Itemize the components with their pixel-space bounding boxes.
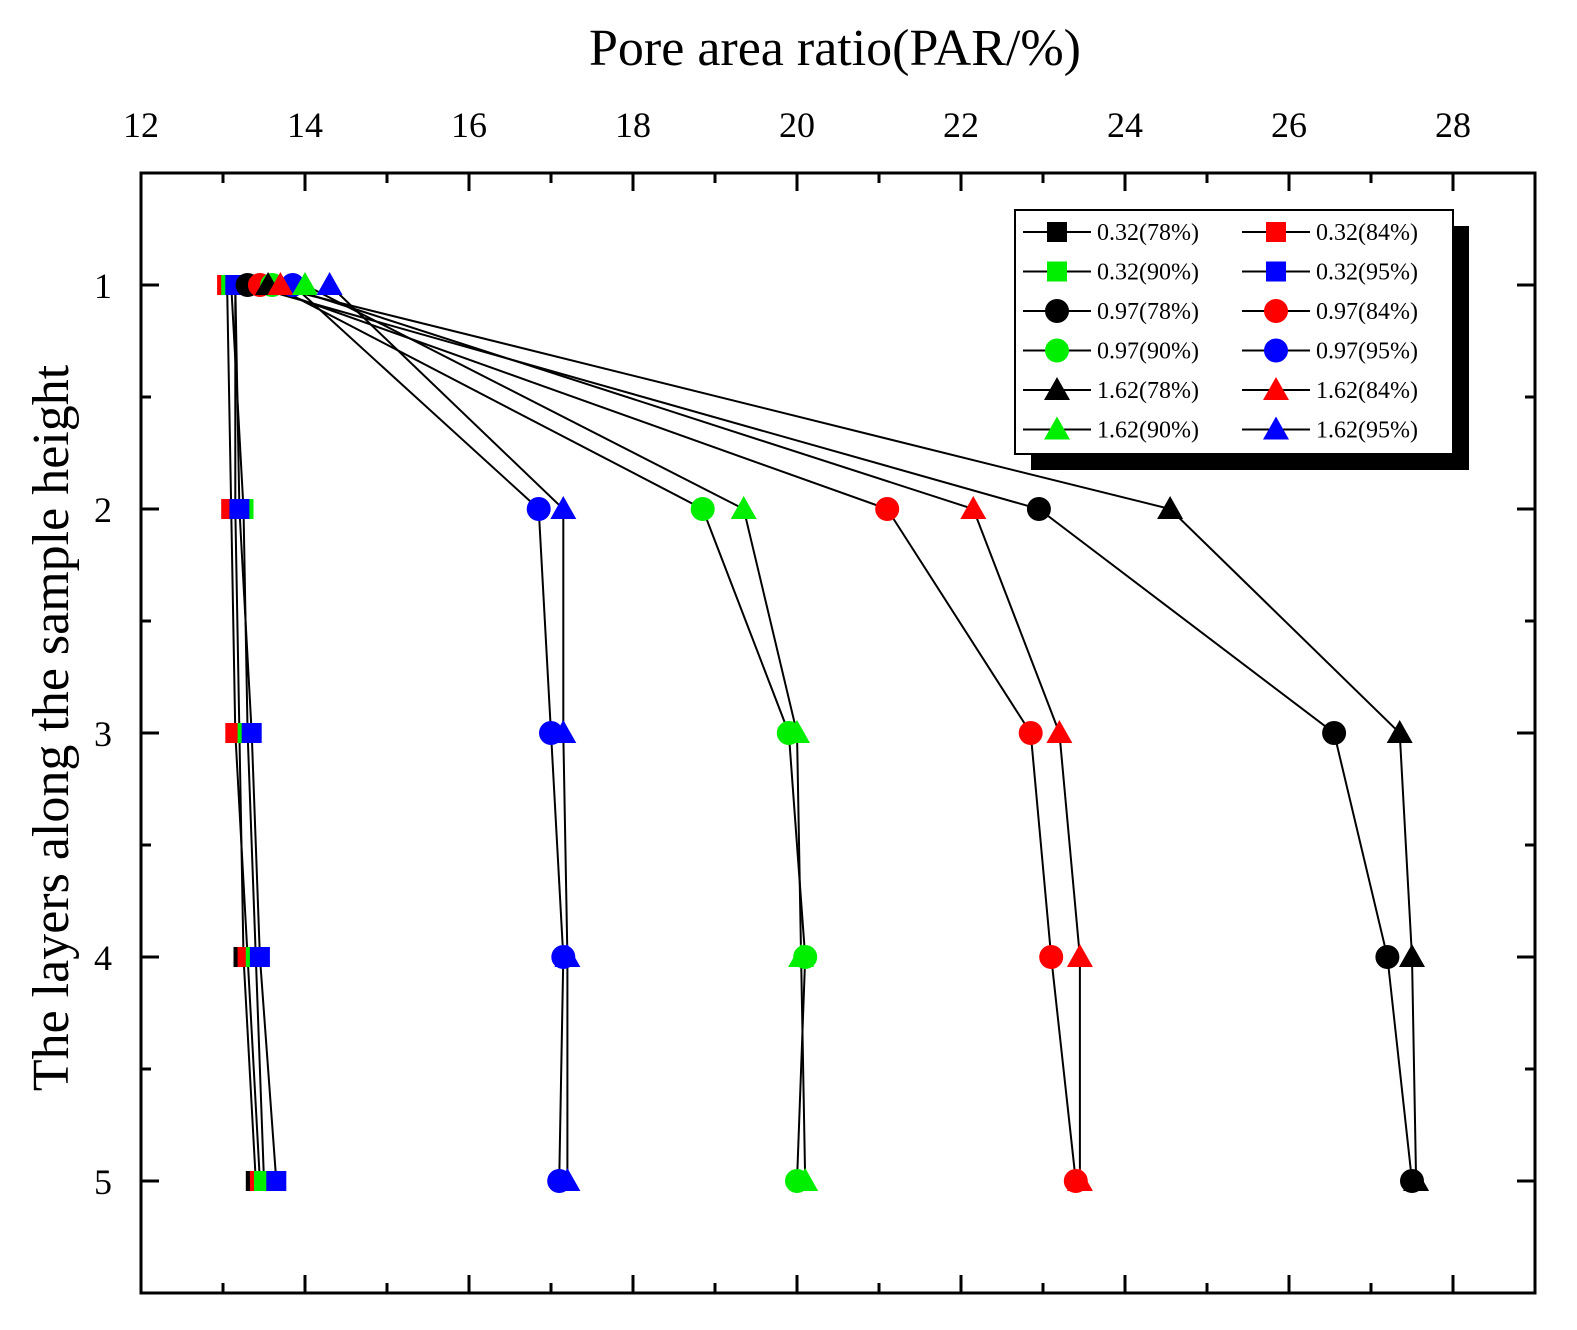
legend-marker xyxy=(1266,222,1286,242)
x-tick-label: 12 xyxy=(123,105,159,145)
data-point xyxy=(292,272,318,295)
data-point xyxy=(730,496,757,519)
data-point xyxy=(784,720,810,743)
data-point xyxy=(1026,497,1051,521)
y-tick-label: 5 xyxy=(94,1162,112,1202)
data-point xyxy=(1066,1168,1093,1191)
legend-marker xyxy=(1266,261,1286,282)
data-point xyxy=(554,944,581,967)
y-tick-label: 1 xyxy=(94,266,112,306)
data-point xyxy=(267,272,294,295)
y-axis-title: The layers along the sample height xyxy=(23,364,80,1091)
data-point xyxy=(1018,721,1043,745)
legend-label: 1.62(95%) xyxy=(1316,418,1418,444)
series-markers xyxy=(217,272,1430,1193)
x-tick-label: 20 xyxy=(779,105,815,145)
legend-label: 0.97(84%) xyxy=(1316,299,1418,325)
data-point xyxy=(550,496,577,519)
legend-marker xyxy=(1263,416,1289,440)
legend: 0.32(78%) 0.32(84%) 0.32(90%) 0.32(95%) 0.97… xyxy=(1014,209,1469,470)
series-line-0.97(84%) xyxy=(259,284,1077,1182)
x-tick-label: 28 xyxy=(1435,105,1471,145)
legend-marker xyxy=(1263,377,1289,400)
data-point xyxy=(550,720,577,743)
legend-marker xyxy=(1264,299,1288,323)
data-point xyxy=(1039,945,1064,969)
legend-label: 0.97(90%) xyxy=(1097,339,1199,365)
x-tick-label: 24 xyxy=(1107,105,1143,145)
series-line-0.97(95%) xyxy=(292,284,565,1182)
legend-label: 1.62(90%) xyxy=(1097,418,1199,444)
legend-label: 1.62(78%) xyxy=(1097,378,1199,404)
legend-label: 0.32(90%) xyxy=(1097,260,1199,286)
x-tick-label: 26 xyxy=(1271,105,1307,145)
legend-label: 0.32(78%) xyxy=(1097,220,1199,246)
x-tick-label: 22 xyxy=(943,105,979,145)
data-point xyxy=(266,1171,287,1191)
y-tick-label: 3 xyxy=(94,714,112,754)
legend-label: 0.32(84%) xyxy=(1316,220,1418,246)
data-point xyxy=(554,1168,581,1191)
data-point xyxy=(1322,721,1347,745)
y-tick-label: 2 xyxy=(94,490,112,530)
legend-marker xyxy=(1047,261,1067,282)
legend-label: 1.62(84%) xyxy=(1316,378,1418,404)
legend-marker xyxy=(1044,416,1070,440)
x-tick-label: 18 xyxy=(615,105,651,145)
x-axis-title: Pore area ratio(PAR/%) xyxy=(589,20,1081,77)
legend-marker xyxy=(1044,377,1070,400)
legend-marker xyxy=(1264,338,1288,363)
data-point xyxy=(1046,720,1073,743)
legend-marker xyxy=(1045,299,1069,323)
x-tick-label: 16 xyxy=(451,105,487,145)
legend-label: 0.32(95%) xyxy=(1316,260,1418,286)
data-point xyxy=(960,496,987,519)
data-point xyxy=(1386,720,1413,743)
data-point xyxy=(229,499,250,519)
data-point xyxy=(241,723,262,743)
data-point xyxy=(1403,1168,1430,1191)
y-tick-label: 4 xyxy=(94,938,112,978)
series-line-1.62(84%) xyxy=(280,284,1081,1181)
data-point xyxy=(1157,496,1184,519)
data-point xyxy=(1375,945,1400,969)
data-point xyxy=(316,272,343,295)
legend-box xyxy=(1014,209,1454,455)
data-point xyxy=(792,1168,819,1191)
data-point xyxy=(1399,944,1425,967)
legend-label: 0.97(78%) xyxy=(1097,299,1199,325)
legend-marker xyxy=(1045,338,1069,363)
data-point xyxy=(1066,944,1093,967)
legend-label: 0.97(95%) xyxy=(1316,339,1418,365)
x-tick-label: 14 xyxy=(287,105,323,145)
data-point xyxy=(690,497,715,521)
data-point xyxy=(788,944,815,967)
legend-marker xyxy=(1047,222,1067,242)
data-point xyxy=(249,947,270,967)
data-point xyxy=(875,497,900,521)
data-point xyxy=(526,497,551,521)
